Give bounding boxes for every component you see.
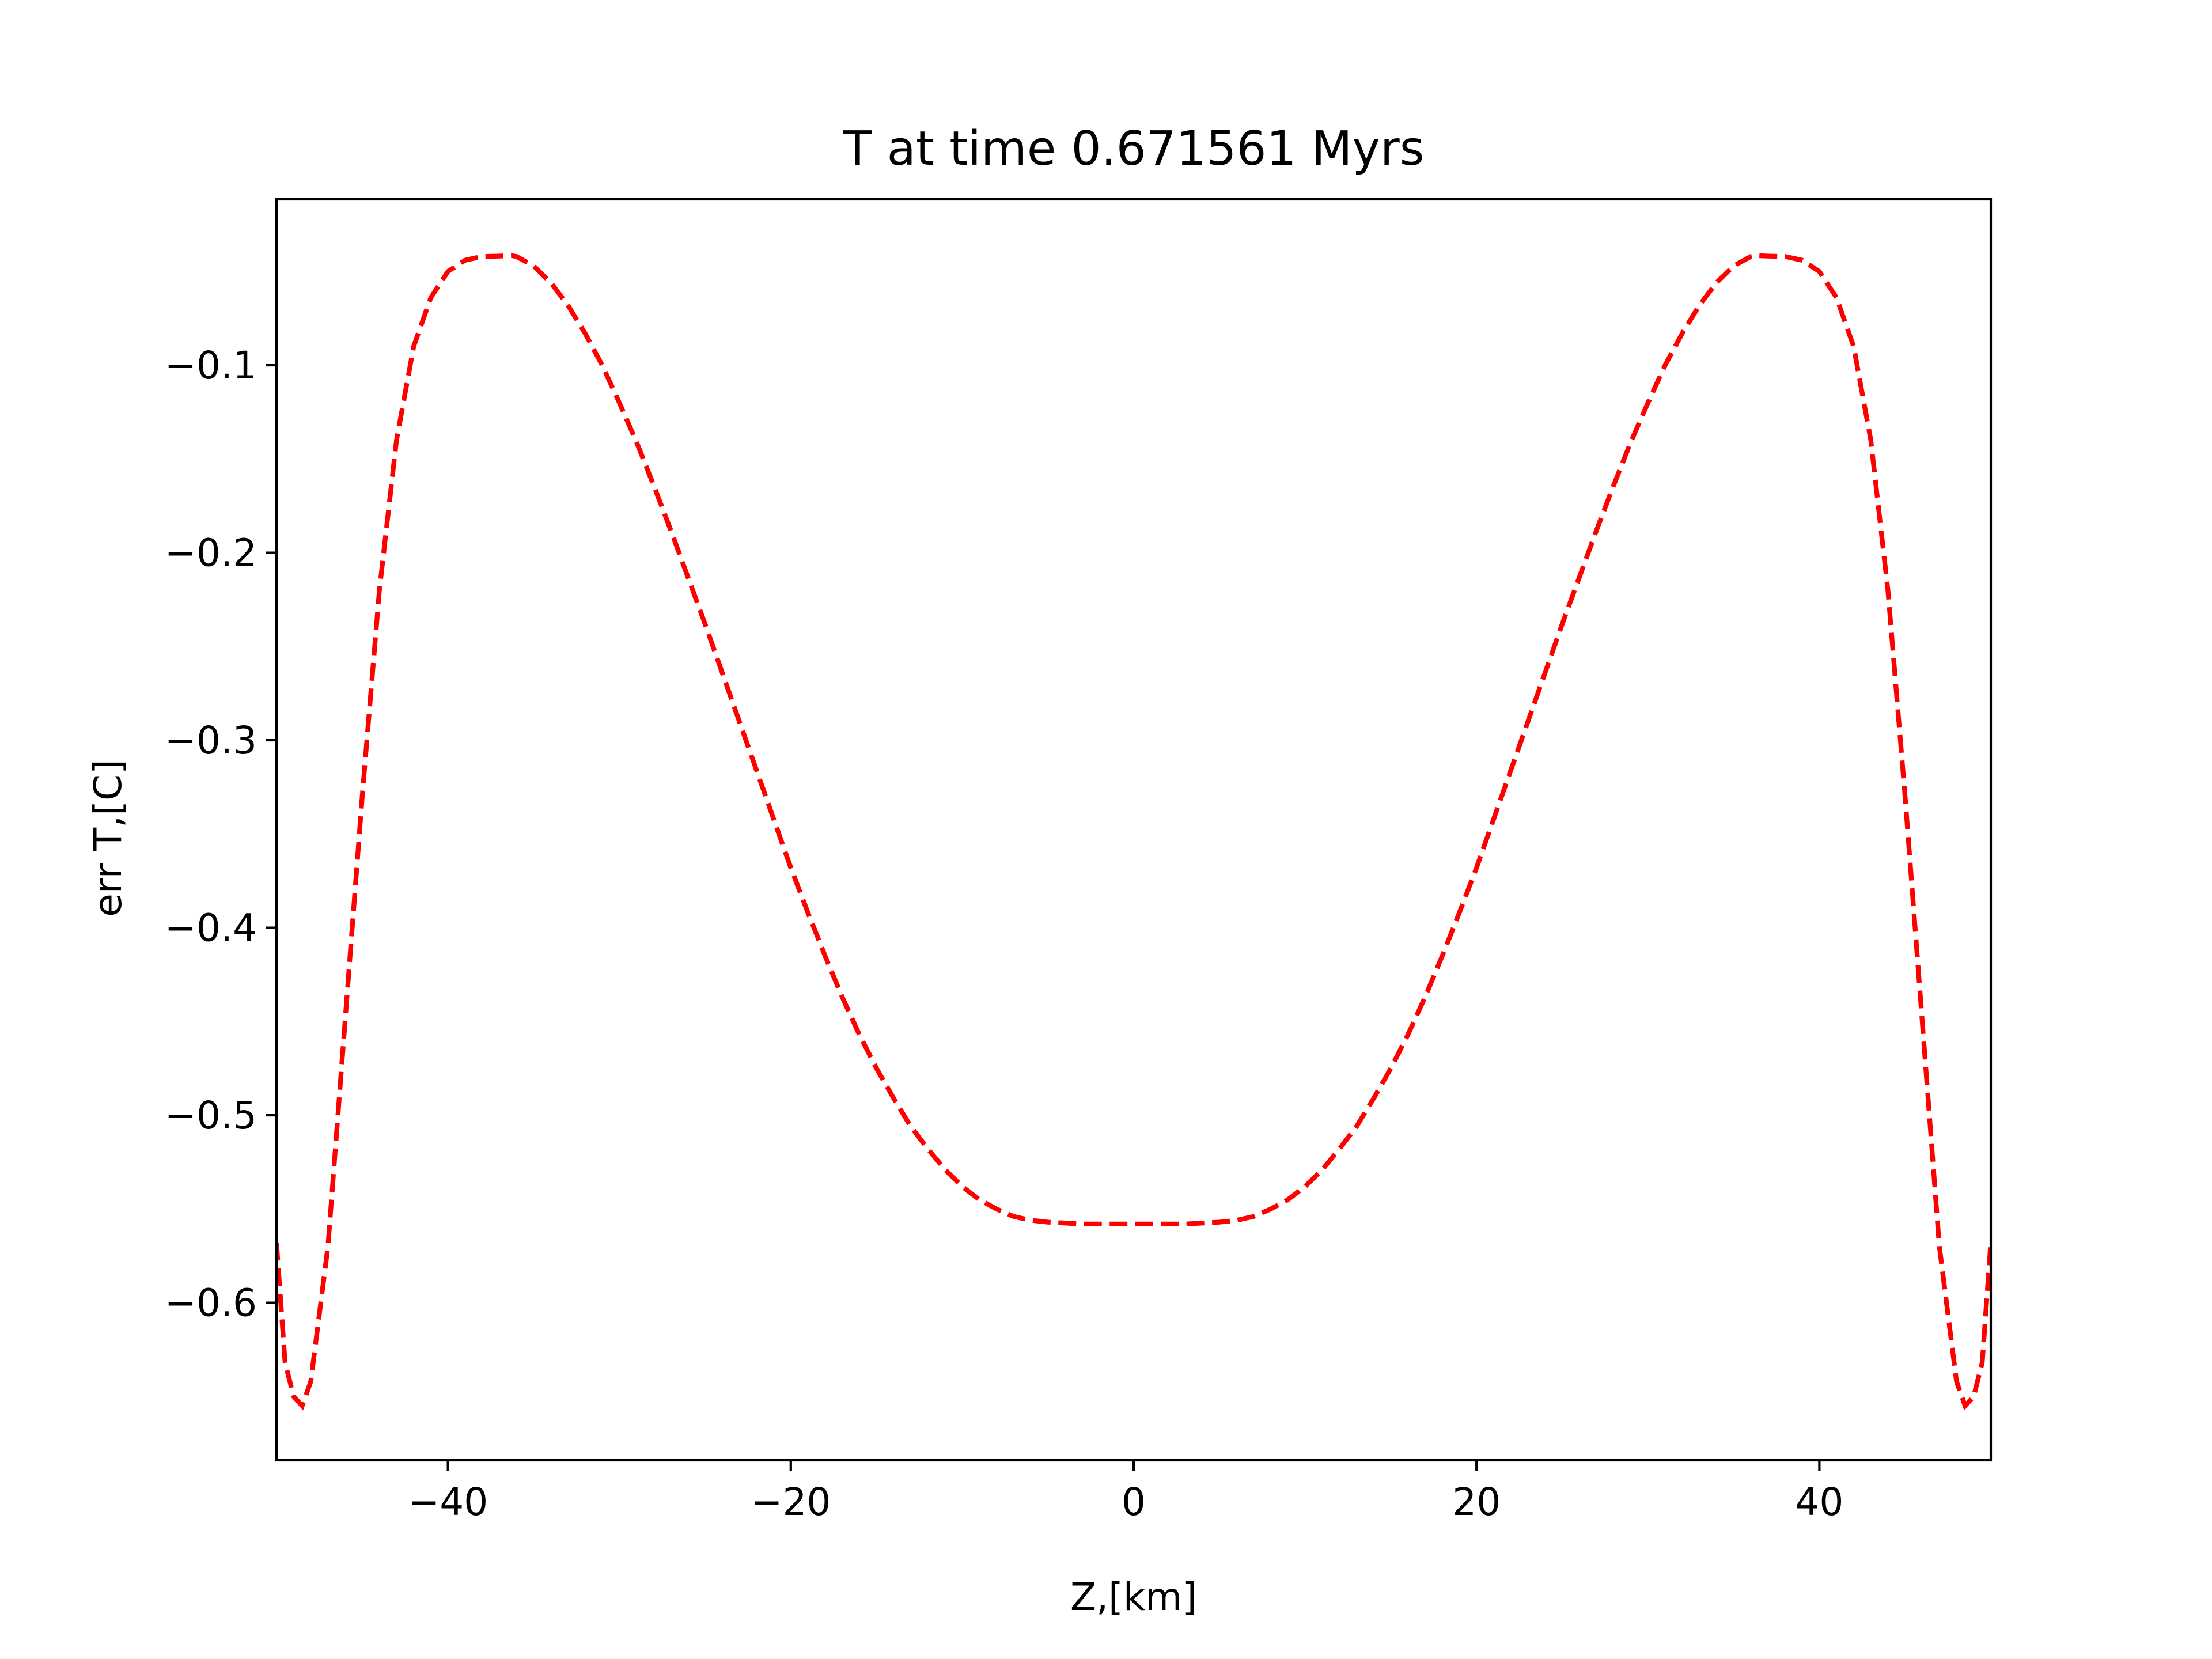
x-axis-label: Z,[km] bbox=[1070, 1575, 1197, 1619]
y-tick-label: −0.1 bbox=[165, 343, 257, 388]
y-axis: −0.6 −0.5 −0.4 −0.3 −0.2 −0.1 bbox=[165, 343, 276, 1325]
y-tick-label: −0.2 bbox=[165, 531, 257, 575]
series-line-0 bbox=[276, 253, 1991, 1411]
x-tick-label: 0 bbox=[1122, 1480, 1146, 1524]
y-tick-label: −0.3 bbox=[165, 718, 257, 763]
x-tick-label: −20 bbox=[751, 1480, 831, 1524]
x-tick-label: −40 bbox=[408, 1480, 488, 1524]
y-axis-label: err T,[C] bbox=[86, 759, 130, 917]
x-axis: −40 −20 0 20 40 bbox=[408, 1460, 1843, 1524]
x-tick-label: 20 bbox=[1452, 1480, 1501, 1524]
plot-area bbox=[276, 253, 1991, 1411]
y-tick-label: −0.6 bbox=[165, 1281, 257, 1325]
x-tick-label: 40 bbox=[1795, 1480, 1843, 1524]
chart-title: T at time 0.671561 Myrs bbox=[843, 122, 1425, 176]
y-tick-label: −0.5 bbox=[165, 1093, 257, 1138]
y-tick-label: −0.4 bbox=[165, 906, 257, 950]
